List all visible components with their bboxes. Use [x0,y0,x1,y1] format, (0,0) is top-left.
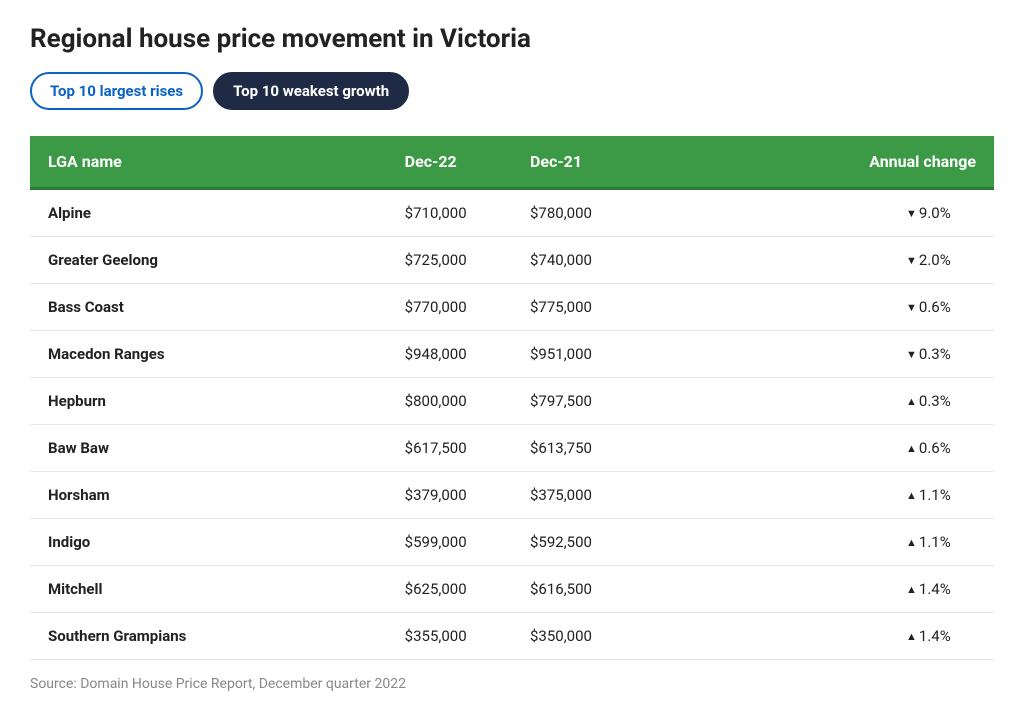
table-row: Southern Grampians$355,000$350,000▲1.4% [30,613,994,660]
cell-lga: Indigo [30,519,387,566]
col-header-dec21: Dec-21 [512,136,801,189]
change-value: 1.1% [919,533,951,551]
arrow-up-icon: ▲ [906,489,917,502]
arrow-up-icon: ▲ [906,583,917,596]
cell-dec21: $740,000 [512,237,801,284]
price-table: LGA name Dec-22 Dec-21 Annual change Alp… [30,136,994,660]
arrow-down-icon: ▼ [906,207,917,220]
cell-dec21: $350,000 [512,613,801,660]
cell-lga: Greater Geelong [30,237,387,284]
col-header-change: Annual change [801,136,994,189]
cell-change: ▲0.6% [801,425,994,472]
col-header-lga: LGA name [30,136,387,189]
cell-dec21: $797,500 [512,378,801,425]
col-header-dec22: Dec-22 [387,136,512,189]
cell-dec21: $775,000 [512,284,801,331]
tab-weakest-growth[interactable]: Top 10 weakest growth [213,72,409,110]
table-row: Indigo$599,000$592,500▲1.1% [30,519,994,566]
cell-change: ▲1.1% [801,519,994,566]
cell-lga: Bass Coast [30,284,387,331]
table-row: Greater Geelong$725,000$740,000▼2.0% [30,237,994,284]
source-note: Source: Domain House Price Report, Decem… [30,676,994,692]
tab-group: Top 10 largest rises Top 10 weakest grow… [30,72,994,110]
cell-dec21: $592,500 [512,519,801,566]
cell-change: ▲1.4% [801,613,994,660]
change-value: 0.3% [919,392,951,410]
cell-dec21: $375,000 [512,472,801,519]
cell-change: ▲1.1% [801,472,994,519]
cell-change: ▼0.3% [801,331,994,378]
table-row: Mitchell$625,000$616,500▲1.4% [30,566,994,613]
change-value: 2.0% [919,251,951,269]
table-row: Alpine$710,000$780,000▼9.0% [30,189,994,237]
change-value: 9.0% [919,204,951,222]
cell-dec22: $710,000 [387,189,512,237]
arrow-up-icon: ▲ [906,395,917,408]
cell-change: ▼2.0% [801,237,994,284]
table-row: Hepburn$800,000$797,500▲0.3% [30,378,994,425]
table-row: Macedon Ranges$948,000$951,000▼0.3% [30,331,994,378]
table-header-row: LGA name Dec-22 Dec-21 Annual change [30,136,994,189]
cell-dec22: $770,000 [387,284,512,331]
cell-dec22: $355,000 [387,613,512,660]
cell-dec22: $800,000 [387,378,512,425]
cell-dec22: $625,000 [387,566,512,613]
cell-lga: Southern Grampians [30,613,387,660]
cell-lga: Macedon Ranges [30,331,387,378]
cell-change: ▲1.4% [801,566,994,613]
cell-lga: Hepburn [30,378,387,425]
change-value: 0.3% [919,345,951,363]
change-value: 0.6% [919,439,951,457]
cell-dec22: $617,500 [387,425,512,472]
change-value: 0.6% [919,298,951,316]
cell-change: ▼0.6% [801,284,994,331]
tab-largest-rises[interactable]: Top 10 largest rises [30,72,203,110]
arrow-up-icon: ▲ [906,442,917,455]
cell-dec22: $948,000 [387,331,512,378]
cell-lga: Horsham [30,472,387,519]
cell-lga: Mitchell [30,566,387,613]
table-row: Bass Coast$770,000$775,000▼0.6% [30,284,994,331]
change-value: 1.4% [919,580,951,598]
cell-lga: Alpine [30,189,387,237]
arrow-down-icon: ▼ [906,254,917,267]
cell-dec22: $725,000 [387,237,512,284]
cell-dec22: $379,000 [387,472,512,519]
arrow-up-icon: ▲ [906,536,917,549]
table-row: Horsham$379,000$375,000▲1.1% [30,472,994,519]
arrow-down-icon: ▼ [906,348,917,361]
cell-dec21: $613,750 [512,425,801,472]
cell-dec22: $599,000 [387,519,512,566]
cell-dec21: $780,000 [512,189,801,237]
arrow-up-icon: ▲ [906,630,917,643]
table-row: Baw Baw$617,500$613,750▲0.6% [30,425,994,472]
cell-change: ▲0.3% [801,378,994,425]
arrow-down-icon: ▼ [906,301,917,314]
change-value: 1.1% [919,486,951,504]
cell-dec21: $951,000 [512,331,801,378]
change-value: 1.4% [919,627,951,645]
cell-dec21: $616,500 [512,566,801,613]
page-title: Regional house price movement in Victori… [30,24,994,54]
cell-lga: Baw Baw [30,425,387,472]
cell-change: ▼9.0% [801,189,994,237]
